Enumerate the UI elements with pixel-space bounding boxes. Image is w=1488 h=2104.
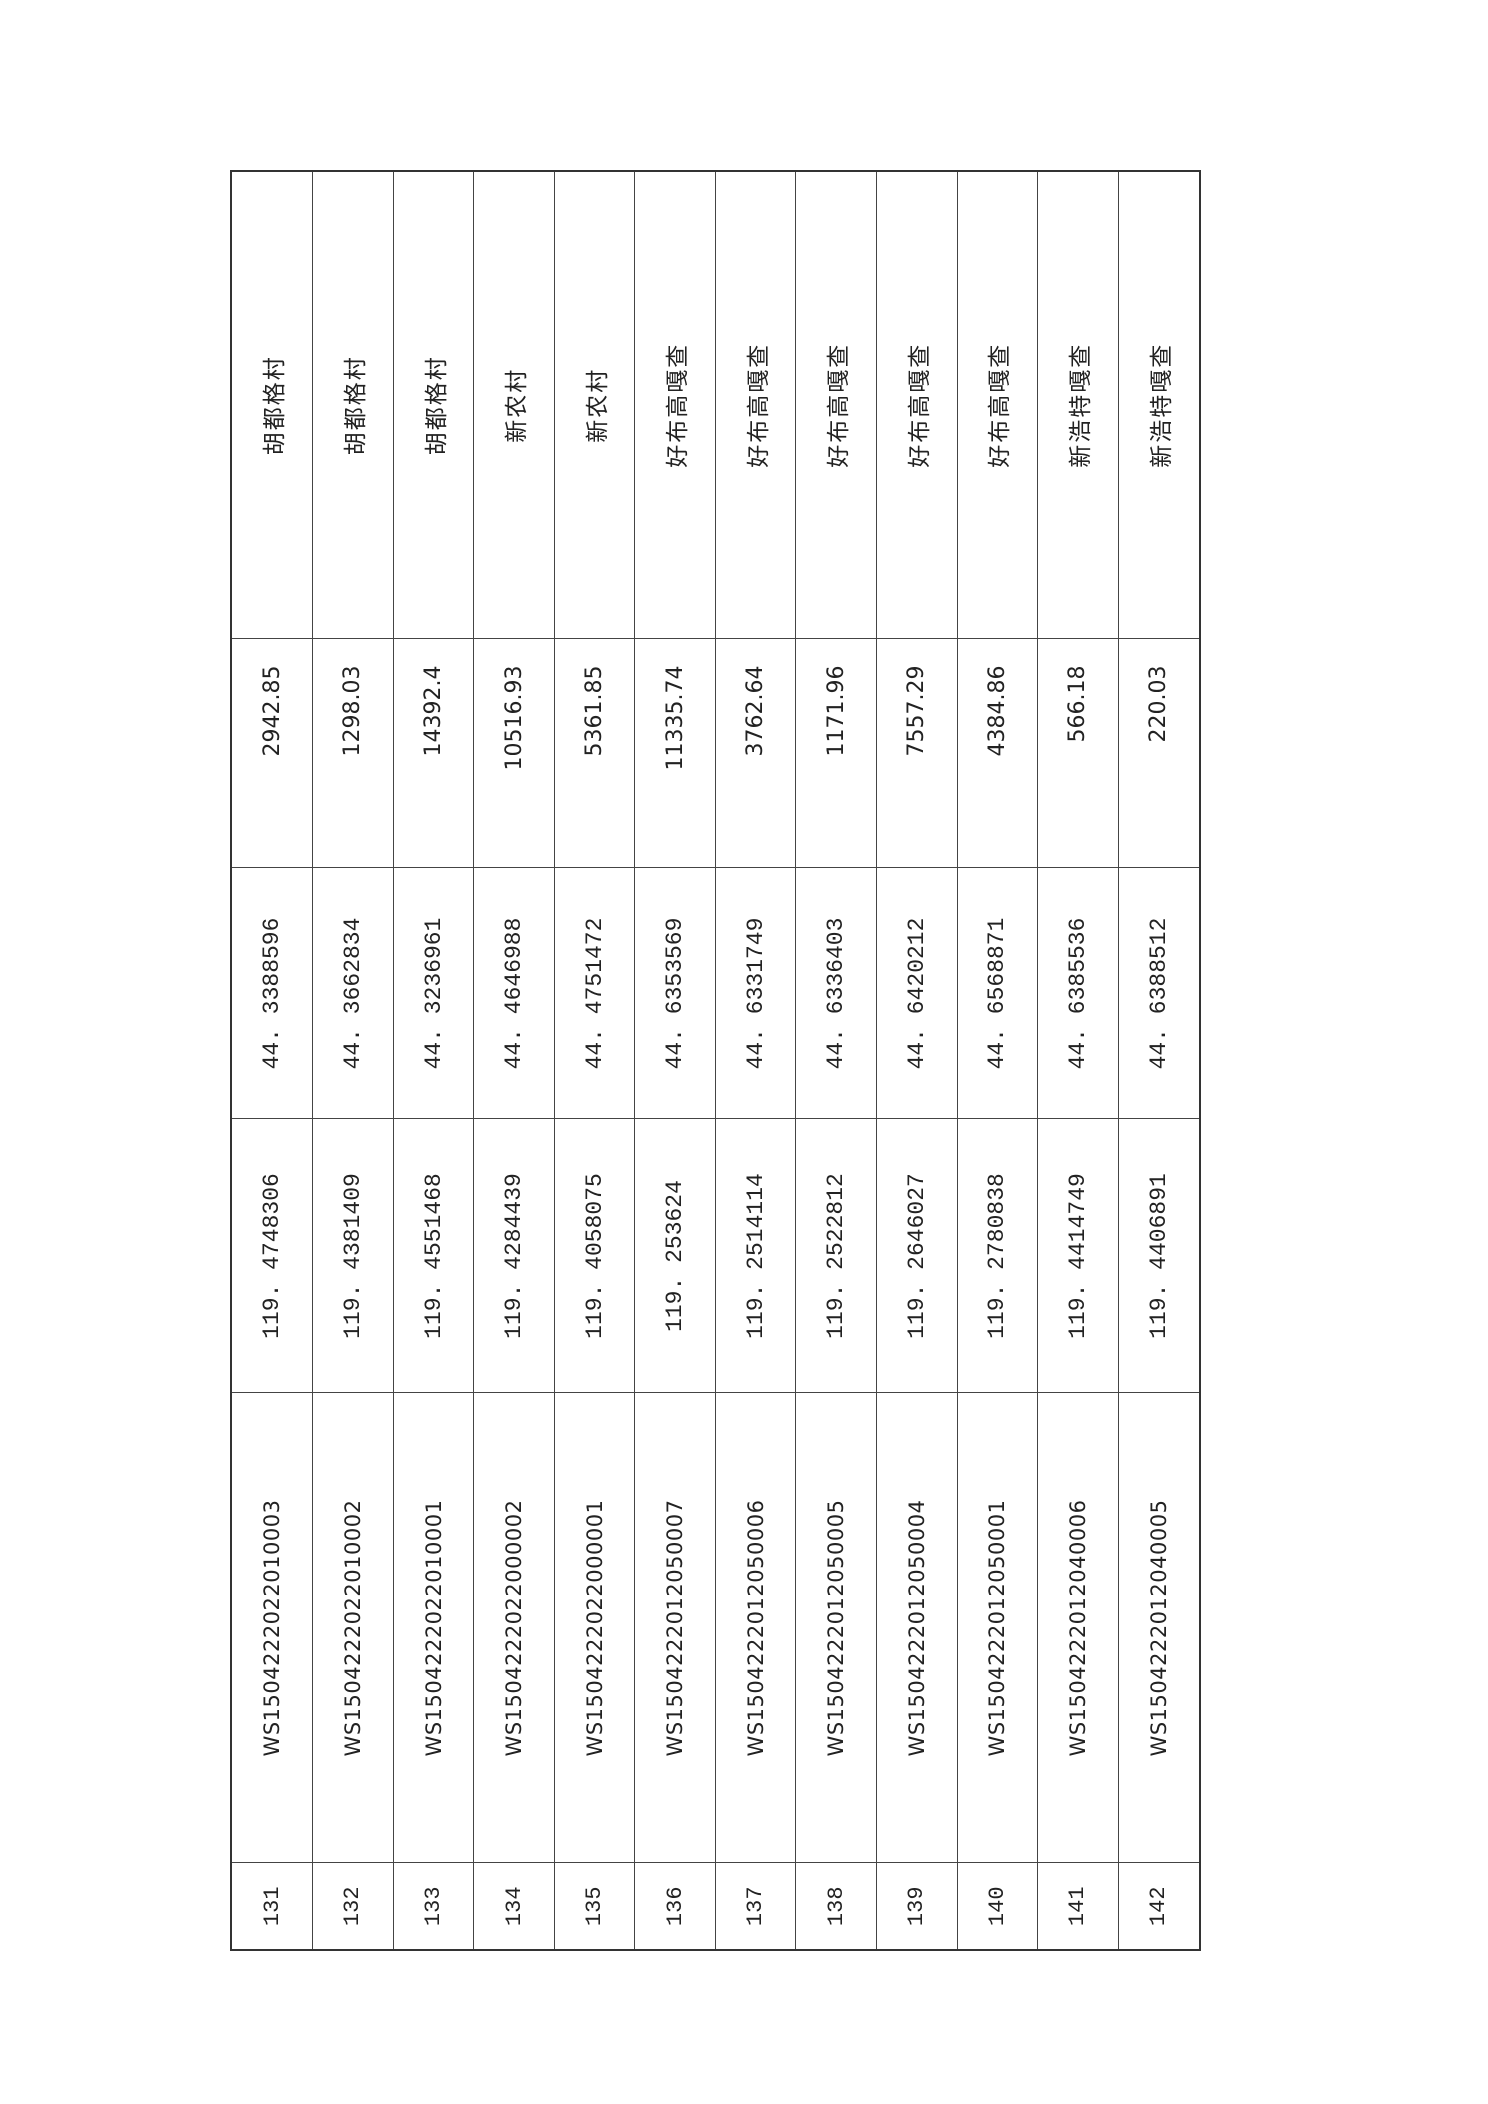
longitude-cell: 119. 2646027	[876, 1119, 958, 1393]
table-row: 138 WS1504222012050005 119. 2522812 44. 633…	[795, 171, 877, 1950]
village-name-cell: 新浩特嘎查	[1037, 171, 1119, 639]
latitude-cell: 44. 6331749	[715, 868, 796, 1119]
area-value-cell: 7557.29	[876, 639, 958, 868]
table-body: 131 WS1504222022010003 119. 4748306 44. 338…	[231, 171, 1200, 1950]
area-value-cell: 11335.74	[634, 639, 716, 868]
longitude-cell: 119. 2780838	[957, 1119, 1038, 1393]
village-name-cell: 新农村	[554, 171, 635, 639]
row-number-cell: 134	[473, 1863, 555, 1950]
rotated-table-wrapper: 131 WS1504222022010003 119. 4748306 44. 338…	[230, 170, 1201, 1951]
latitude-cell: 44. 6336403	[795, 868, 877, 1119]
table-row: 133 WS1504222022010001 119. 4551468 44. 323…	[393, 171, 474, 1950]
latitude-cell: 44. 3388596	[231, 868, 313, 1119]
row-number-cell: 140	[957, 1863, 1038, 1950]
record-id-cell: WS1504222012050001	[957, 1393, 1038, 1863]
area-value-cell: 3762.64	[715, 639, 796, 868]
area-value-cell: 10516.93	[473, 639, 555, 868]
village-name-cell: 胡都格村	[393, 171, 474, 639]
table-row: 142 WS1504222012040005 119. 4406891 44. 638…	[1118, 171, 1200, 1950]
table-row: 135 WS1504222022000001 119. 4058075 44. 475…	[554, 171, 635, 1950]
record-id-cell: WS1504222022010001	[393, 1393, 474, 1863]
area-value-cell: 2942.85	[231, 639, 313, 868]
record-id-cell: WS1504222012050004	[876, 1393, 958, 1863]
longitude-cell: 119. 4058075	[554, 1119, 635, 1393]
record-id-cell: WS1504222012040005	[1118, 1393, 1200, 1863]
record-id-cell: WS1504222022010003	[231, 1393, 313, 1863]
record-id-cell: WS1504222012040006	[1037, 1393, 1119, 1863]
data-table: 131 WS1504222022010003 119. 4748306 44. 338…	[230, 170, 1201, 1951]
latitude-cell: 44. 3662834	[312, 868, 394, 1119]
village-name-cell: 好布高嘎查	[795, 171, 877, 639]
row-number-cell: 133	[393, 1863, 474, 1950]
row-number-cell: 139	[876, 1863, 958, 1950]
village-name-cell: 新浩特嘎查	[1118, 171, 1200, 639]
table-row: 137 WS1504222012050006 119. 2514114 44. 633…	[715, 171, 796, 1950]
record-id-cell: WS1504222012050005	[795, 1393, 877, 1863]
row-number-cell: 142	[1118, 1863, 1200, 1950]
longitude-cell: 119. 4414749	[1037, 1119, 1119, 1393]
area-value-cell: 14392.4	[393, 639, 474, 868]
area-value-cell: 4384.86	[957, 639, 1038, 868]
village-name-cell: 好布高嘎查	[957, 171, 1038, 639]
longitude-cell: 119. 4551468	[393, 1119, 474, 1393]
longitude-cell: 119. 4406891	[1118, 1119, 1200, 1393]
row-number-cell: 135	[554, 1863, 635, 1950]
record-id-cell: WS1504222012050006	[715, 1393, 796, 1863]
table-row: 136 WS1504222012050007 119. 253624 44. 6353…	[634, 171, 716, 1950]
longitude-cell: 119. 253624	[634, 1119, 716, 1393]
village-name-cell: 胡都格村	[312, 171, 394, 639]
longitude-cell: 119. 2514114	[715, 1119, 796, 1393]
row-number-cell: 137	[715, 1863, 796, 1950]
row-number-cell: 141	[1037, 1863, 1119, 1950]
table-row: 132 WS1504222022010002 119. 4381409 44. 366…	[312, 171, 394, 1950]
latitude-cell: 44. 6420212	[876, 868, 958, 1119]
latitude-cell: 44. 6568871	[957, 868, 1038, 1119]
table-row: 139 WS1504222012050004 119. 2646027 44. 642…	[876, 171, 958, 1950]
area-value-cell: 220.03	[1118, 639, 1200, 868]
longitude-cell: 119. 4381409	[312, 1119, 394, 1393]
table-row: 140 WS1504222012050001 119. 2780838 44. 656…	[957, 171, 1038, 1950]
latitude-cell: 44. 4646988	[473, 868, 555, 1119]
area-value-cell: 1298.03	[312, 639, 394, 868]
record-id-cell: WS1504222022000001	[554, 1393, 635, 1863]
village-name-cell: 好布高嘎查	[715, 171, 796, 639]
record-id-cell: WS1504222022010002	[312, 1393, 394, 1863]
longitude-cell: 119. 2522812	[795, 1119, 877, 1393]
area-value-cell: 566.18	[1037, 639, 1119, 868]
table-row: 131 WS1504222022010003 119. 4748306 44. 338…	[231, 171, 313, 1950]
area-value-cell: 5361.85	[554, 639, 635, 868]
table-row: 141 WS1504222012040006 119. 4414749 44. 638…	[1037, 171, 1119, 1950]
latitude-cell: 44. 4751472	[554, 868, 635, 1119]
row-number-cell: 132	[312, 1863, 394, 1950]
village-name-cell: 新农村	[473, 171, 555, 639]
latitude-cell: 44. 6353569	[634, 868, 716, 1119]
record-id-cell: WS1504222012050007	[634, 1393, 716, 1863]
longitude-cell: 119. 4748306	[231, 1119, 313, 1393]
village-name-cell: 好布高嘎查	[876, 171, 958, 639]
latitude-cell: 44. 6388512	[1118, 868, 1200, 1119]
longitude-cell: 119. 4284439	[473, 1119, 555, 1393]
row-number-cell: 131	[231, 1863, 313, 1950]
record-id-cell: WS1504222022000002	[473, 1393, 555, 1863]
row-number-cell: 136	[634, 1863, 716, 1950]
row-number-cell: 138	[795, 1863, 877, 1950]
area-value-cell: 1171.96	[795, 639, 877, 868]
latitude-cell: 44. 3236961	[393, 868, 474, 1119]
village-name-cell: 好布高嘎查	[634, 171, 716, 639]
village-name-cell: 胡都格村	[231, 171, 313, 639]
table-row: 134 WS1504222022000002 119. 4284439 44. 464…	[473, 171, 555, 1950]
latitude-cell: 44. 6385536	[1037, 868, 1119, 1119]
